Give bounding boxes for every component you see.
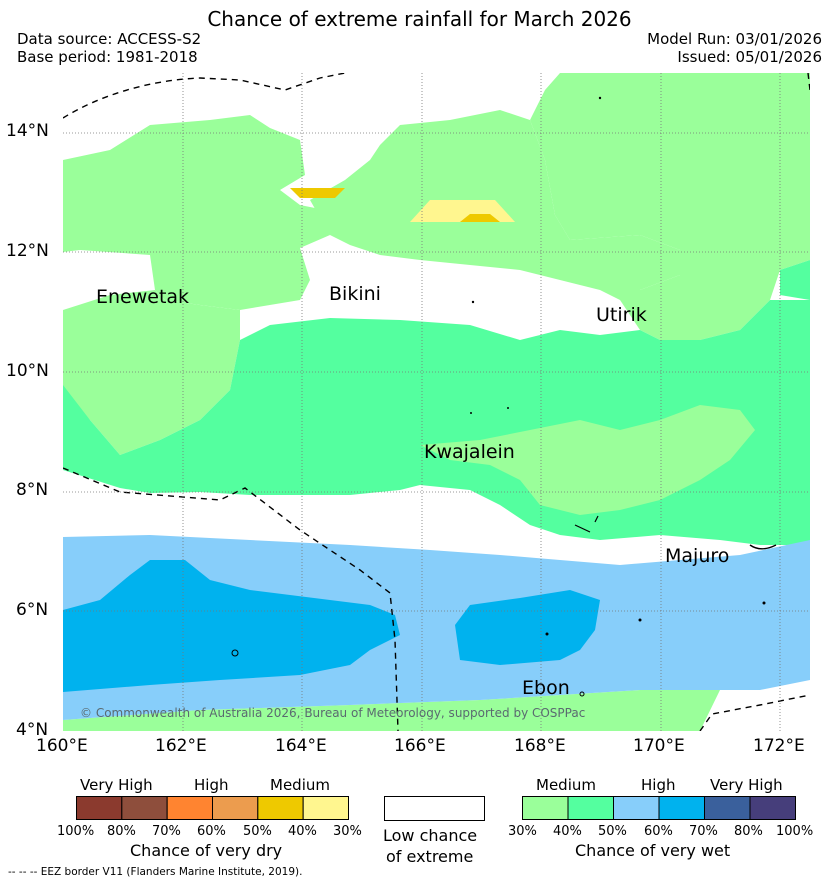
wet-tick: 30% (508, 824, 537, 839)
lon-label: 164°E (275, 736, 327, 756)
dry-colorbar-title: Chance of very dry (130, 841, 283, 860)
colorbar-swatch (658, 796, 705, 820)
lat-label: 8°N (16, 480, 49, 500)
lon-label: 166°E (394, 736, 446, 756)
low-chance-label-1: Low chance (383, 826, 478, 845)
colorbar-swatch (749, 796, 796, 820)
wet-colorbar-title: Chance of very wet (575, 841, 731, 860)
dry-tick: 50% (243, 824, 272, 839)
wet-level-label: Medium (536, 776, 596, 794)
eez-border (63, 73, 810, 731)
wet-high-core-region (63, 560, 400, 692)
place-label-ebon: Ebon (522, 677, 570, 699)
colorbar-swatch (166, 796, 213, 820)
place-label-kwajalein: Kwajalein (424, 441, 515, 463)
wet-level-label: High (641, 776, 676, 794)
colorbar-swatch (522, 796, 569, 820)
probability-field (63, 73, 810, 731)
lon-label: 172°E (753, 736, 805, 756)
lat-label: 10°N (6, 361, 49, 381)
place-label-bikini: Bikini (329, 283, 381, 305)
chart-title: Chance of extreme rainfall for March 202… (207, 7, 632, 31)
wet-tick: 40% (553, 824, 582, 839)
lat-label: 14°N (6, 121, 49, 141)
colorbar-swatch (704, 796, 751, 820)
low-chance-swatch (384, 796, 485, 821)
wet-tick: 60% (644, 824, 673, 839)
colorbar-swatch (613, 796, 660, 820)
dry-tick: 80% (107, 824, 136, 839)
dry-colorbar (76, 796, 349, 820)
wet-tick: 50% (598, 824, 627, 839)
place-label-majuro: Majuro (665, 545, 730, 567)
dry-tick: 70% (152, 824, 181, 839)
eez-border-note: -- -- -- EEZ border V11 (Flanders Marine… (8, 866, 303, 878)
wet-tick: 70% (689, 824, 718, 839)
low-chance-label-2: of extreme (386, 847, 474, 866)
lon-label: 162°E (155, 736, 207, 756)
issued-text: Issued: 05/01/2026 (677, 48, 822, 66)
colorbar-swatch (302, 796, 349, 820)
colorbar-swatch (76, 796, 123, 820)
lat-label: 12°N (6, 241, 49, 261)
dry-tick: 30% (333, 824, 362, 839)
base-period-text: Base period: 1981-2018 (17, 48, 198, 66)
data-source-text: Data source: ACCESS-S2 (17, 30, 202, 48)
colorbar-swatch (567, 796, 614, 820)
colorbar-swatch (121, 796, 168, 820)
dry-level-label: Medium (270, 776, 330, 794)
dry-level-label: Very High (80, 776, 153, 794)
place-label-enewetak: Enewetak (96, 286, 190, 308)
wet-colorbar (522, 796, 796, 820)
dry-level-label: High (194, 776, 229, 794)
colorbar-swatch (212, 796, 259, 820)
lon-label: 160°E (36, 736, 88, 756)
lat-label: 4°N (16, 720, 49, 740)
wet-level-label: Very High (710, 776, 783, 794)
dry-tick: 100% (57, 824, 95, 839)
lon-label: 168°E (514, 736, 566, 756)
colorbar-swatch (257, 796, 304, 820)
copyright-text: © Commonwealth of Australia 2026, Bureau… (80, 706, 586, 720)
lon-label: 170°E (633, 736, 685, 756)
place-label-utirik: Utirik (596, 304, 647, 326)
dry-tick: 60% (197, 824, 226, 839)
wet-medium-region (63, 115, 330, 310)
wet-tick: 100% (776, 824, 814, 839)
dry-tick: 40% (288, 824, 317, 839)
lat-label: 6°N (16, 600, 49, 620)
wet-tick: 80% (734, 824, 763, 839)
model-run-text: Model Run: 03/01/2026 (647, 30, 822, 48)
